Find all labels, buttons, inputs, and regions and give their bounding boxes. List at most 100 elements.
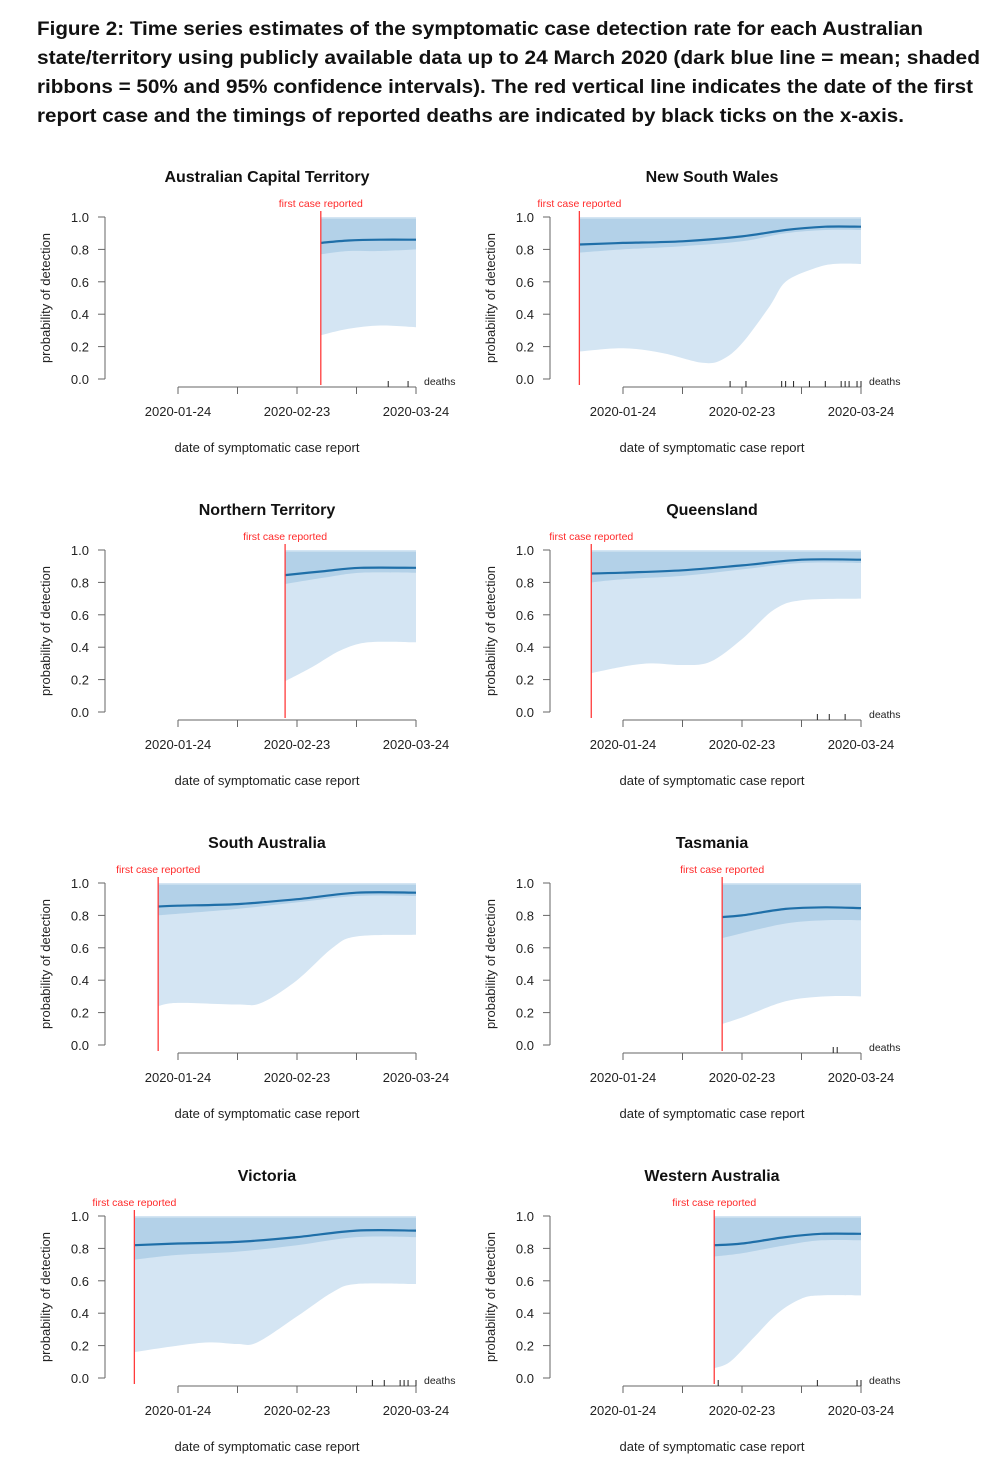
x-tick-label: 2020-03-24 [383, 1403, 450, 1418]
x-tick-label: 2020-03-24 [828, 1070, 895, 1085]
y-tick-label: 0.2 [516, 673, 534, 688]
panel-tasmania: 0.0 0.2 0.4 0.6 0.8 1.0 probability of detecti… [483, 835, 901, 1121]
panel-title: Tasmania [676, 835, 749, 852]
panel-title: Australian Capital Territory [164, 169, 369, 186]
x-tick-label: 2020-02-23 [709, 404, 776, 419]
caption-line: ribbons = 50% and 95% confidence interva… [37, 77, 974, 98]
mean-line [591, 558, 862, 575]
y-tick-label: 0.6 [516, 608, 534, 623]
x-axis-label: date of symptomatic case report [620, 1106, 805, 1121]
ribbon-95 [158, 883, 416, 1007]
x-axis-label: date of symptomatic case report [620, 1439, 805, 1454]
first-case-label: first case reported [549, 531, 633, 543]
panel-western-australia: 0.0 0.2 0.4 0.6 0.8 1.0 probability of detecti… [483, 1168, 901, 1454]
x-tick-label: 2020-01-24 [590, 1403, 657, 1418]
figure-caption: Figure 2: Time series estimates of the s… [37, 19, 980, 127]
deaths-label: deaths [424, 1375, 456, 1387]
y-tick-label: 0.8 [71, 242, 89, 257]
first-case-label: first case reported [537, 198, 621, 210]
y-tick-label: 0.4 [516, 640, 534, 655]
y-tick-label: 1.0 [516, 543, 534, 558]
mean-line [284, 566, 417, 577]
y-tick-label: 0.2 [516, 1006, 534, 1021]
y-tick-label: 0.0 [516, 372, 534, 387]
first-case-label: first case reported [243, 531, 327, 543]
y-tick-label: 0.0 [71, 1038, 89, 1053]
x-tick-label: 2020-01-24 [145, 1070, 212, 1085]
x-axis-label: date of symptomatic case report [620, 773, 805, 788]
y-tick-label: 0.6 [71, 275, 89, 290]
caption-line: Figure 2: Time series estimates of the s… [37, 19, 923, 40]
y-tick-label: 0.4 [71, 1306, 89, 1321]
y-tick-label: 0.2 [71, 673, 89, 688]
y-axis-label: probability of detection [38, 566, 53, 696]
panel-northern-territory: 0.0 0.2 0.4 0.6 0.8 1.0 probability of detecti… [38, 502, 449, 788]
first-case-label: first case reported [680, 864, 764, 876]
deaths-label: deaths [869, 1375, 901, 1387]
ribbon-50 [320, 218, 416, 255]
ribbon-95 [714, 1216, 861, 1369]
ribbon-95 [579, 217, 861, 364]
y-tick-label: 0.8 [71, 575, 89, 590]
x-tick-label: 2020-03-24 [383, 1070, 450, 1085]
y-tick-label: 1.0 [516, 1209, 534, 1224]
y-axis-label: probability of detection [38, 899, 53, 1029]
y-tick-label: 0.6 [71, 1274, 89, 1289]
y-tick-label: 1.0 [516, 210, 534, 225]
x-tick-label: 2020-03-24 [383, 404, 450, 419]
y-axis-label: probability of detection [483, 566, 498, 696]
y-axis-label: probability of detection [483, 899, 498, 1029]
y-tick-label: 0.8 [516, 908, 534, 923]
y-tick-label: 0.0 [71, 372, 89, 387]
y-tick-label: 0.4 [516, 1306, 534, 1321]
y-axis-label: probability of detection [483, 233, 498, 363]
panel-victoria: 0.0 0.2 0.4 0.6 0.8 1.0 probability of detecti… [38, 1168, 456, 1454]
x-tick-label: 2020-02-23 [264, 404, 331, 419]
y-tick-label: 0.0 [516, 705, 534, 720]
x-tick-label: 2020-02-23 [264, 1070, 331, 1085]
y-tick-label: 0.6 [71, 941, 89, 956]
y-tick-label: 0.4 [71, 640, 89, 655]
x-tick-label: 2020-01-24 [145, 737, 212, 752]
panel-title: Western Australia [644, 1168, 779, 1185]
y-tick-label: 0.6 [516, 275, 534, 290]
x-tick-label: 2020-01-24 [145, 404, 212, 419]
panel-title: Queensland [666, 502, 758, 519]
mean-line [320, 238, 417, 244]
mean-line [134, 1229, 417, 1247]
ribbon-50 [722, 884, 861, 939]
panel-title: New South Wales [646, 169, 779, 186]
y-tick-label: 0.8 [71, 1241, 89, 1256]
x-tick-label: 2020-03-24 [828, 404, 895, 419]
y-tick-label: 0.0 [516, 1038, 534, 1053]
panel-south-australia: 0.0 0.2 0.4 0.6 0.8 1.0 probability of detecti… [38, 835, 449, 1121]
panel-title: Victoria [238, 1168, 297, 1185]
panel-title: Northern Territory [199, 502, 336, 519]
y-tick-label: 0.0 [516, 1371, 534, 1386]
x-tick-label: 2020-02-23 [264, 737, 331, 752]
x-tick-label: 2020-02-23 [709, 1403, 776, 1418]
y-tick-label: 0.6 [516, 1274, 534, 1289]
y-tick-label: 0.8 [516, 242, 534, 257]
y-tick-label: 0.8 [516, 575, 534, 590]
x-tick-label: 2020-01-24 [590, 404, 657, 419]
x-tick-label: 2020-02-23 [709, 1070, 776, 1085]
x-axis-label: date of symptomatic case report [175, 440, 360, 455]
y-tick-label: 0.0 [71, 705, 89, 720]
first-case-label: first case reported [279, 198, 363, 210]
x-tick-label: 2020-01-24 [590, 737, 657, 752]
x-tick-label: 2020-02-23 [709, 737, 776, 752]
y-tick-label: 0.8 [71, 908, 89, 923]
panel-title: South Australia [208, 835, 326, 852]
caption-line: state/territory using publicly available… [37, 48, 980, 69]
y-tick-label: 1.0 [71, 876, 89, 891]
deaths-label: deaths [424, 376, 456, 388]
y-tick-label: 0.2 [516, 1339, 534, 1354]
y-axis-label: probability of detection [483, 1232, 498, 1362]
deaths-label: deaths [869, 709, 901, 721]
first-case-label: first case reported [672, 1197, 756, 1209]
first-case-label: first case reported [116, 864, 200, 876]
y-tick-label: 0.8 [516, 1241, 534, 1256]
y-tick-label: 0.4 [71, 973, 89, 988]
